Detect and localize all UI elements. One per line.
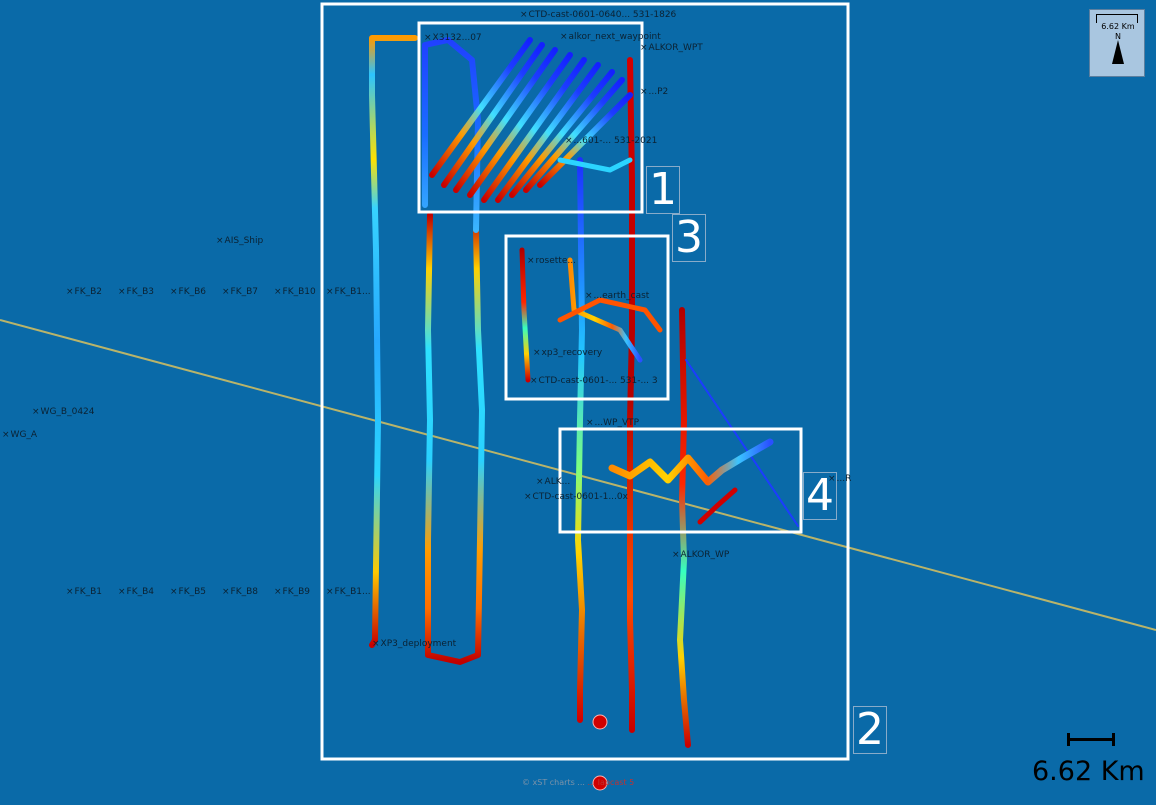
scale-bar-label: 6.62 Km [1032, 756, 1145, 787]
waypoint-label[interactable]: ×CTD-cast-0601-... 531-... 3 [530, 376, 658, 386]
waypoint-label[interactable]: ×rosette... [527, 256, 576, 266]
track-survey-pattern [429, 37, 633, 203]
waypoint-label[interactable]: ×...R [828, 474, 852, 484]
callout-box-4 [558, 427, 803, 534]
waypoint-label[interactable]: ×FK_B3 [118, 287, 155, 297]
waypoint-label[interactable]: ×WG_A [2, 430, 38, 440]
waypoint-label[interactable]: ×ALKOR_WP [672, 550, 730, 560]
waypoint-label[interactable]: ×FK_B9 [274, 587, 311, 597]
track-west-column [425, 212, 485, 665]
waypoint-label[interactable]: ×ALK... [536, 477, 571, 487]
waypoint-label[interactable]: ×xp3_recovery [533, 348, 603, 358]
callout-number-3: 3 [672, 214, 706, 262]
callout-number-4: 4 [803, 472, 837, 520]
waypoint-label[interactable]: ×...WP_VTP [586, 418, 640, 428]
track-zigzag-tail [697, 487, 738, 525]
callout-number-1: 1 [646, 166, 680, 214]
compass-scale-icon [1096, 14, 1138, 23]
scale-bar-icon [1067, 733, 1115, 746]
compass-scale-text: 6.62 Km [1101, 22, 1135, 31]
callout-number-2: 2 [853, 706, 887, 754]
waypoint-label[interactable]: ×AIS_Ship [216, 236, 264, 246]
waypoint-label[interactable]: ×FK_B7 [222, 287, 259, 297]
waypoint-label[interactable]: ×alkor_next_waypoint [560, 32, 661, 42]
waypoint-label[interactable]: ×...601-... 531-2021 [565, 136, 658, 146]
map-credit: © xST charts ... ... Iapcast 5 [522, 778, 634, 787]
track-north-arc [422, 37, 481, 233]
waypoint-label[interactable]: ×FK_B1 [66, 587, 103, 597]
waypoint-label[interactable]: ×FK_B1... [326, 587, 371, 597]
track-area3-b [567, 257, 643, 363]
waypoint-label[interactable]: ×CTD-cast-0601-0640... 531-1826 [520, 10, 677, 20]
credit-marker [592, 775, 608, 791]
callout-box-2 [320, 2, 850, 761]
track-zigzag [608, 438, 774, 486]
waypoint-label[interactable]: ×FK_B5 [170, 587, 207, 597]
track-central-blue [575, 157, 585, 723]
waypoint-label[interactable]: ×WG_B_0424 [32, 407, 95, 417]
waypoint-label[interactable]: ×FK_B1... [326, 287, 371, 297]
track-central-red [627, 57, 635, 733]
compass-north-label: N [1115, 32, 1121, 41]
waypoint-label[interactable]: ×FK_B8 [222, 587, 259, 597]
track-area3-a [519, 247, 531, 383]
track-group [369, 35, 799, 748]
credit-highlight: ... Iapcast 5 [587, 778, 635, 787]
compass-widget[interactable]: 6.62 Km N [1089, 9, 1145, 77]
waypoint-label[interactable]: ×CTD-cast-0601-1...0x [524, 492, 628, 502]
waypoint-label[interactable]: ×...P2 [640, 87, 669, 97]
track-left-loop [369, 35, 418, 648]
track-far-right-line [685, 359, 799, 527]
waypoint-label[interactable]: ×ALKOR_WPT [640, 43, 703, 53]
callout-box-1 [417, 21, 644, 214]
waypoint-label[interactable]: ×FK_B10 [274, 287, 316, 297]
callout-box-3 [504, 234, 670, 401]
track-cyan-segment [557, 157, 633, 173]
waypoint-label[interactable]: ×FK_B6 [170, 287, 207, 297]
waypoint-label[interactable]: ×XP3_deployment [372, 639, 457, 649]
credit-text: © xST charts ... [522, 778, 588, 787]
north-arrow-icon [1112, 40, 1124, 64]
track-right-column [677, 307, 691, 748]
waypoint-label[interactable]: ×FK_B4 [118, 587, 155, 597]
ship-marker[interactable] [592, 714, 608, 730]
waypoint-label[interactable]: ×...earth_cast [585, 291, 650, 301]
waypoint-label[interactable]: ×FK_B2 [66, 287, 103, 297]
track-area3-c [557, 297, 663, 333]
waypoint-label[interactable]: ×X3132...07 [424, 33, 482, 43]
